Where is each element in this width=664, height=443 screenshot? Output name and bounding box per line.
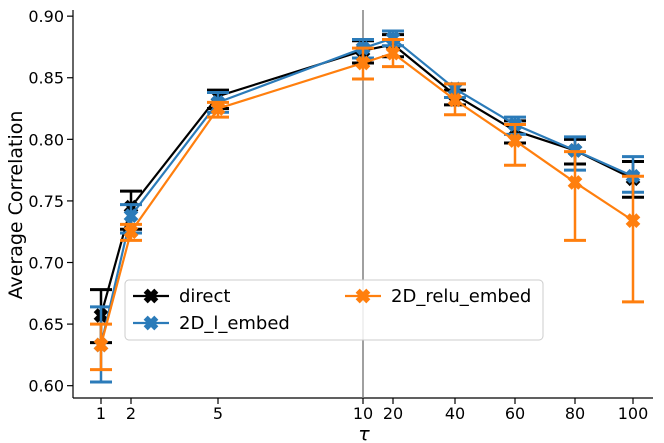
legend-marker: [143, 288, 159, 304]
legend-marker: [355, 288, 371, 304]
x-tick-label: 5: [213, 404, 223, 423]
x-tick-label: 1: [96, 404, 106, 423]
legend-label: 2D_l_embed: [179, 313, 290, 334]
data-point: [447, 92, 463, 108]
x-tick-label: 10: [353, 404, 373, 423]
data-point: [507, 133, 523, 148]
series-layer: [90, 29, 644, 384]
data-point: [625, 213, 641, 228]
legend-box: [124, 279, 544, 341]
y-tick-label: 0.65: [28, 315, 64, 334]
error-bar: [622, 174, 644, 304]
data-point: [385, 45, 401, 61]
data-point: [123, 224, 139, 240]
error-bar: [564, 150, 586, 242]
axes: 0.60 0.65 0.70 0.75 0.80 0.85 0.90 1 2 5 10 20 40 60 8…: [28, 7, 653, 423]
y-axis-label: Average Correlation: [5, 111, 27, 300]
legend-label: 2D_relu_embed: [391, 286, 531, 307]
x-tick-label: 2: [126, 404, 136, 423]
data-point: [355, 55, 371, 71]
error-bar: [504, 123, 526, 167]
legend-entry: 2D_l_embed: [133, 313, 290, 334]
data-point: [123, 208, 139, 224]
legend: direct 2D_l_embed 2D_relu_embed: [124, 279, 544, 341]
data-point: [567, 175, 583, 190]
legend-label: direct: [179, 286, 230, 307]
y-tick-label: 0.70: [28, 254, 64, 273]
legend-entry: direct: [133, 286, 230, 307]
data-point: [210, 101, 226, 116]
x-axis-label: τ: [358, 423, 370, 443]
x-tick-label: 40: [445, 404, 465, 423]
data-point: [93, 337, 109, 353]
series-line: [99, 43, 634, 316]
y-tick-label: 0.75: [28, 192, 64, 211]
x-tick-label: 20: [383, 404, 403, 423]
series-2D_relu_embed: [90, 38, 644, 372]
legend-marker: [143, 315, 159, 331]
x-tick-label: 80: [565, 404, 585, 423]
x-tick-label: 100: [618, 404, 649, 423]
legend-entry: 2D_relu_embed: [345, 286, 531, 307]
y-tick-label: 0.60: [28, 377, 64, 396]
y-tick-label: 0.85: [28, 69, 64, 88]
y-tick-label: 0.80: [28, 130, 64, 149]
y-tick-label: 0.90: [28, 7, 64, 26]
x-tick-label: 60: [505, 404, 525, 423]
